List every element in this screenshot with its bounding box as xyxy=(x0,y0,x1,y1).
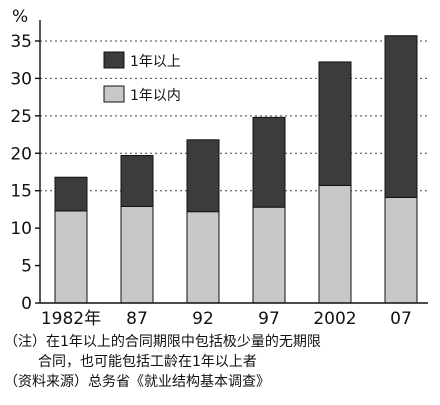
y-ticks: 0 5 10 15 20 25 30 35 xyxy=(10,32,40,314)
y-tick-label: 5 xyxy=(21,257,32,277)
x-tick-label: 2002 xyxy=(313,309,356,329)
x-tick-label: 1982年 xyxy=(41,309,101,329)
bar-segment-within-1yr xyxy=(186,211,220,304)
legend: 1年以上 1年以内 xyxy=(103,51,181,104)
bar-segment-over-1yr xyxy=(120,155,154,207)
stacked-bar-chart: 0 5 10 15 20 25 30 35 1982年 87 92 97 2002 07 % 1年以上 … xyxy=(10,7,428,329)
bar-segment-over-1yr xyxy=(252,116,286,208)
x-ticks: 1982年 87 92 97 2002 07 xyxy=(41,309,412,329)
y-tick-label: 15 xyxy=(10,182,32,202)
bar-segment-within-1yr xyxy=(54,210,88,304)
y-tick-label: 10 xyxy=(10,219,32,239)
y-axis-label: % xyxy=(12,7,28,27)
note-line-2: 合同，也可能包括工龄在1年以上者 xyxy=(38,354,257,370)
bar-segment-within-1yr xyxy=(252,206,286,304)
bar-segment-over-1yr xyxy=(186,139,220,213)
y-tick-label: 35 xyxy=(10,32,32,52)
legend-swatch-over-1yr xyxy=(103,51,125,69)
legend-swatch-within-1yr xyxy=(103,85,125,103)
legend-label-within-1yr: 1年以内 xyxy=(130,88,181,104)
y-tick-label: 20 xyxy=(10,144,32,164)
source-line: （资料来源）总务省《就业结构基本调查》 xyxy=(4,374,270,390)
y-tick-label: 25 xyxy=(10,107,32,127)
x-tick-label: 92 xyxy=(192,309,214,329)
note-line-1: （注）在1年以上的合同期限中包括极少量的无期限 xyxy=(4,334,321,350)
x-tick-label: 87 xyxy=(126,309,148,329)
bar-segment-over-1yr xyxy=(54,176,88,212)
bar-segment-within-1yr xyxy=(120,205,154,304)
bar-segment-within-1yr xyxy=(384,196,418,304)
x-tick-label: 07 xyxy=(390,309,412,329)
bars xyxy=(54,35,418,304)
legend-label-over-1yr: 1年以上 xyxy=(130,54,181,70)
y-tick-label: 0 xyxy=(21,294,32,314)
bar-segment-within-1yr xyxy=(318,184,352,304)
bar-segment-over-1yr xyxy=(318,61,352,186)
y-tick-label: 30 xyxy=(10,69,32,89)
x-tick-label: 97 xyxy=(258,309,280,329)
footnotes: （注）在1年以上的合同期限中包括极少量的无期限 合同，也可能包括工龄在1年以上者… xyxy=(4,332,436,392)
bar-segment-over-1yr xyxy=(384,35,418,198)
gridlines xyxy=(40,40,428,192)
